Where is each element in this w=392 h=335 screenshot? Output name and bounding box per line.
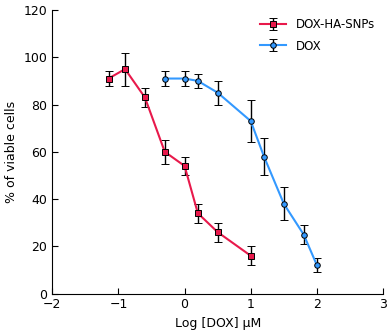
Legend: DOX-HA-SNPs, DOX: DOX-HA-SNPs, DOX bbox=[256, 13, 379, 57]
X-axis label: Log [DOX] μM: Log [DOX] μM bbox=[174, 317, 261, 330]
Y-axis label: % of viable cells: % of viable cells bbox=[5, 101, 18, 203]
